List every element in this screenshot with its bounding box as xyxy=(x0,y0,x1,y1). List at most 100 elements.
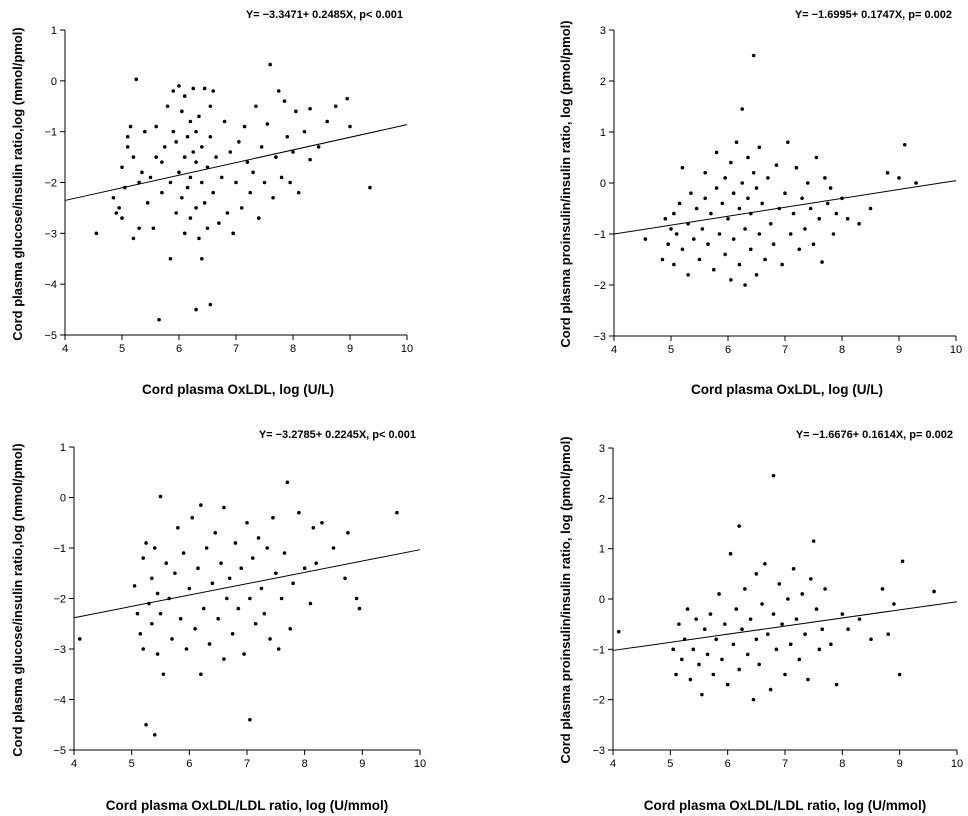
data-point xyxy=(268,637,272,641)
data-point xyxy=(783,191,787,195)
data-point xyxy=(248,190,253,195)
data-point xyxy=(190,515,195,520)
regression-line xyxy=(613,180,957,235)
x-tick-label: 5 xyxy=(129,758,135,770)
data-point xyxy=(161,672,166,677)
data-point xyxy=(809,577,813,581)
data-point xyxy=(187,586,192,591)
data-point xyxy=(771,612,776,616)
x-tick-label: 7 xyxy=(233,343,239,355)
y-tick-label: 1 xyxy=(600,127,606,139)
data-point xyxy=(672,211,676,216)
data-point xyxy=(248,596,252,601)
data-point xyxy=(194,307,198,312)
data-point xyxy=(134,77,139,82)
data-point xyxy=(674,672,678,677)
data-point xyxy=(680,165,685,170)
x-tick-label: 5 xyxy=(667,758,673,770)
data-point xyxy=(117,206,121,210)
data-point xyxy=(251,170,255,175)
data-point xyxy=(202,201,207,205)
data-point xyxy=(825,201,830,206)
data-point xyxy=(219,561,223,565)
data-point xyxy=(160,190,164,195)
y-tick-label: 3 xyxy=(600,25,606,37)
data-point xyxy=(760,602,764,606)
data-point xyxy=(219,175,224,180)
y-tick-label: 3 xyxy=(599,443,605,455)
data-point xyxy=(343,576,347,581)
x-tick-label: 4 xyxy=(62,343,68,355)
data-point xyxy=(763,561,767,566)
data-point xyxy=(176,526,180,530)
data-point xyxy=(185,185,190,190)
data-point xyxy=(711,672,716,677)
data-point xyxy=(660,257,665,262)
data-point xyxy=(180,109,184,114)
data-point xyxy=(145,201,150,205)
data-point xyxy=(200,145,204,149)
data-point xyxy=(302,566,307,570)
data-point xyxy=(177,170,181,175)
data-point xyxy=(688,677,693,682)
data-point xyxy=(181,551,186,555)
data-point xyxy=(728,551,733,556)
plot-panel-4: 4 5 6 7 8 9 10 −3 −2 −1 0 1 2 3 Y= −1.6676+ 0.1614X, p… xyxy=(558,429,963,813)
y-tick-label: −3 xyxy=(592,745,605,757)
data-point xyxy=(143,129,147,134)
data-point xyxy=(155,591,160,596)
data-point xyxy=(831,232,836,236)
data-point xyxy=(777,582,782,586)
data-point xyxy=(182,231,187,236)
data-point xyxy=(245,520,249,525)
y-tick-label: 0 xyxy=(51,76,57,88)
data-point xyxy=(745,652,750,657)
data-point xyxy=(703,171,707,175)
data-point xyxy=(743,283,747,287)
data-point xyxy=(737,206,742,211)
data-point xyxy=(325,119,330,124)
data-point xyxy=(120,165,124,170)
data-point xyxy=(740,107,745,111)
data-point xyxy=(857,222,861,226)
data-point xyxy=(271,195,275,200)
y-tick-label: −3 xyxy=(593,331,606,343)
data-point xyxy=(763,257,767,262)
data-point xyxy=(274,571,278,576)
data-point xyxy=(666,242,670,246)
data-point xyxy=(694,617,698,621)
data-point xyxy=(193,627,197,631)
data-point xyxy=(902,142,907,147)
data-point xyxy=(150,621,154,626)
data-point xyxy=(131,155,136,159)
data-point xyxy=(222,657,226,661)
data-point xyxy=(200,180,204,185)
data-point xyxy=(135,611,140,616)
data-point xyxy=(158,494,163,499)
data-point xyxy=(265,122,270,126)
data-point xyxy=(740,181,745,185)
data-point xyxy=(692,237,696,241)
data-point xyxy=(173,571,177,576)
x-tick-label: 4 xyxy=(611,344,617,356)
data-point xyxy=(188,175,193,180)
data-point xyxy=(253,621,258,626)
data-point xyxy=(188,119,193,124)
y-tick-label: −2 xyxy=(44,178,57,190)
y-tick-label: 2 xyxy=(600,76,606,88)
data-point xyxy=(314,561,319,565)
data-point xyxy=(194,129,198,134)
x-axis-label: Cord plasma OxLDL/LDL ratio, log (U/mmol… xyxy=(106,798,389,813)
data-point xyxy=(194,206,198,210)
x-tick-label: 5 xyxy=(668,344,674,356)
data-point xyxy=(791,211,796,216)
data-point xyxy=(225,211,230,215)
y-tick-label: −4 xyxy=(53,695,66,707)
data-point xyxy=(757,232,762,236)
y-tick-label: −5 xyxy=(53,745,66,757)
data-point xyxy=(740,627,744,631)
data-point xyxy=(225,596,229,601)
regression-equation: Y= −1.6676+ 0.1614X, p= 0.002 xyxy=(796,429,953,441)
data-point xyxy=(800,592,804,596)
